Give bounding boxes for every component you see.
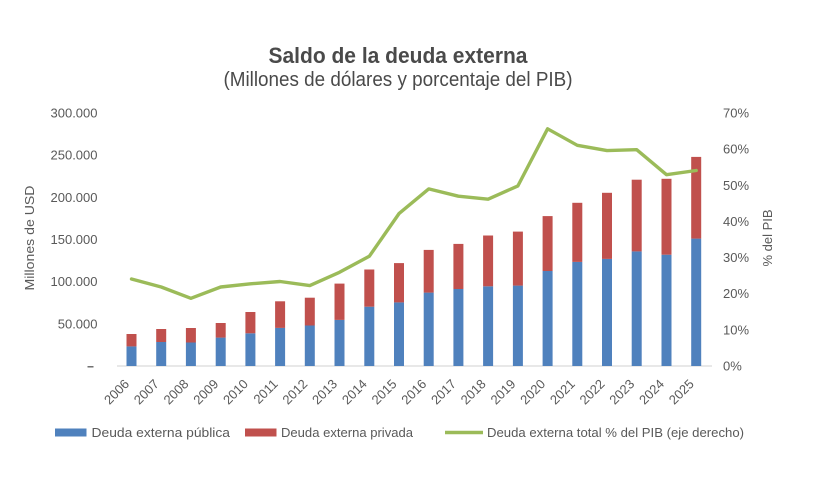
svg-text:40%: 40% xyxy=(723,214,749,229)
svg-text:250.000: 250.000 xyxy=(51,148,98,163)
svg-text:100.000: 100.000 xyxy=(51,274,98,289)
svg-text:Deuda externa privada: Deuda externa privada xyxy=(281,425,414,440)
svg-text:50.000: 50.000 xyxy=(58,316,98,331)
svg-text:200.000: 200.000 xyxy=(51,190,98,205)
svg-text:0%: 0% xyxy=(723,359,742,374)
svg-text:Millones de USD: Millones de USD xyxy=(22,186,37,291)
svg-text:10%: 10% xyxy=(723,322,749,337)
svg-text:Deuda externa pública: Deuda externa pública xyxy=(92,425,231,440)
svg-text:300.000: 300.000 xyxy=(51,106,98,121)
svg-text:60%: 60% xyxy=(723,142,749,157)
svg-text:(Millones de dólares y porcent: (Millones de dólares y porcentaje del PI… xyxy=(224,69,573,91)
svg-text:20%: 20% xyxy=(723,286,749,301)
svg-text:Deuda externa total % del PIB: Deuda externa total % del PIB (eje derec… xyxy=(487,425,744,440)
svg-text:50%: 50% xyxy=(723,178,749,193)
svg-text:% del PIB: % del PIB xyxy=(760,209,775,266)
svg-text:30%: 30% xyxy=(723,250,749,265)
svg-text:150.000: 150.000 xyxy=(51,232,98,247)
svg-text:70%: 70% xyxy=(723,106,749,121)
svg-text:Saldo de la deuda externa: Saldo de la deuda externa xyxy=(269,43,529,68)
